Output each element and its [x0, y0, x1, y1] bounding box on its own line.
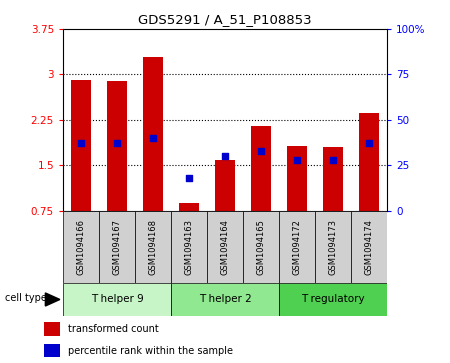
Bar: [279, 283, 387, 316]
Bar: [215, 160, 235, 211]
Point: [77, 140, 85, 146]
Bar: [279, 211, 315, 283]
Text: transformed count: transformed count: [68, 324, 158, 334]
Point: [149, 135, 157, 141]
Bar: [179, 203, 199, 211]
Bar: [243, 211, 279, 283]
Bar: [207, 211, 243, 283]
Bar: [171, 211, 207, 283]
Text: GSM1094165: GSM1094165: [256, 219, 266, 275]
Point: [221, 153, 229, 159]
Point: [185, 175, 193, 181]
Polygon shape: [45, 293, 60, 306]
Bar: [99, 211, 135, 283]
Text: GSM1094173: GSM1094173: [328, 219, 338, 275]
Text: T helper 9: T helper 9: [90, 294, 144, 305]
Text: GSM1094168: GSM1094168: [148, 219, 157, 275]
Text: percentile rank within the sample: percentile rank within the sample: [68, 346, 233, 356]
Bar: [135, 211, 171, 283]
Point: [257, 148, 265, 154]
Bar: [251, 126, 271, 211]
Text: cell type: cell type: [5, 293, 47, 303]
Bar: [171, 283, 279, 316]
Bar: [44, 322, 60, 336]
Text: GSM1094172: GSM1094172: [292, 219, 302, 275]
Bar: [315, 211, 351, 283]
Title: GDS5291 / A_51_P108853: GDS5291 / A_51_P108853: [138, 13, 312, 26]
Point: [293, 157, 301, 163]
Bar: [71, 80, 91, 211]
Text: GSM1094174: GSM1094174: [364, 219, 373, 275]
Bar: [107, 81, 127, 211]
Bar: [359, 113, 379, 211]
Point: [329, 157, 337, 163]
Text: T helper 2: T helper 2: [198, 294, 252, 305]
Text: GSM1094167: GSM1094167: [112, 219, 122, 275]
Bar: [44, 344, 60, 357]
Bar: [63, 283, 171, 316]
Text: GSM1094163: GSM1094163: [184, 219, 194, 275]
Bar: [143, 57, 163, 211]
Point: [365, 140, 373, 146]
Text: GSM1094164: GSM1094164: [220, 219, 230, 275]
Bar: [287, 146, 307, 211]
Bar: [351, 211, 387, 283]
Bar: [323, 147, 343, 211]
Bar: [63, 211, 99, 283]
Point: [113, 140, 121, 146]
Text: T regulatory: T regulatory: [301, 294, 365, 305]
Text: GSM1094166: GSM1094166: [76, 219, 86, 275]
